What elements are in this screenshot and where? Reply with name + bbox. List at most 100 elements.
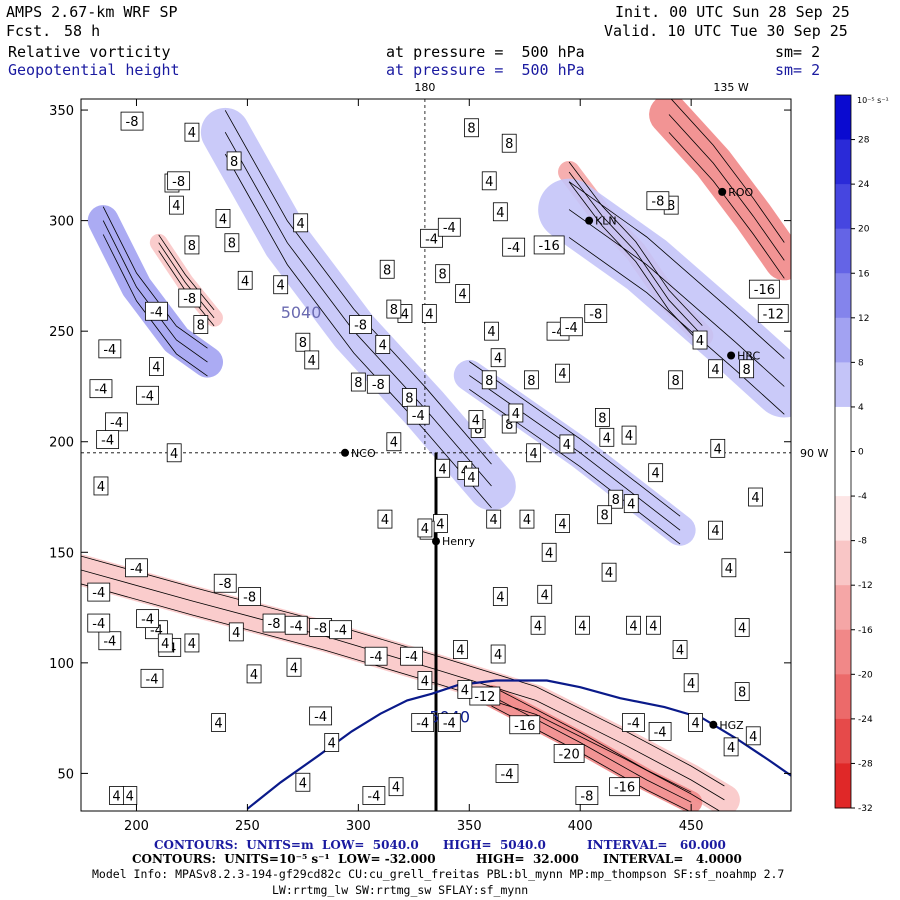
contour-label: -4 (98, 339, 122, 359)
contour-label-box (646, 191, 670, 211)
contour-label-text: 4 (188, 637, 196, 652)
contour-label-text: 4 (523, 513, 531, 528)
contour-label-box (120, 111, 144, 131)
contour-label: 4 (519, 509, 535, 529)
contour-label: -8 (309, 618, 333, 637)
contour-label-box (646, 615, 661, 635)
contour-label-text: 4 (425, 307, 433, 322)
contour-label: 8 (379, 259, 395, 279)
colorbar-segment (835, 362, 851, 408)
contour-label-text: 4 (439, 462, 447, 477)
contour-label: 4 (109, 786, 124, 805)
contour-label-box (734, 682, 750, 701)
contour-label-text: 4 (494, 648, 502, 663)
contour-label-text: 4 (558, 518, 566, 533)
contour-label-box (184, 122, 200, 142)
contour-label: 8 (668, 370, 684, 390)
contour-label-box (295, 332, 311, 352)
contour-label: -4 (136, 609, 159, 629)
colorbar-tick-label: 24 (858, 180, 870, 190)
contour-label: 4 (734, 618, 750, 637)
vorticity-isoline-5-0 (102, 234, 208, 377)
vorticity-contour-info: CONTOURS: UNITS=10⁻⁵ s⁻¹ LOW= -32.000 (132, 852, 436, 866)
contour-label-box (468, 410, 484, 430)
station-label: HRC (737, 349, 760, 362)
colorbar-tick-label: 8 (858, 358, 864, 368)
colorbar-tick-label: -20 (858, 670, 873, 680)
contour-label-box (672, 640, 688, 659)
contour-label-text: 8 (228, 237, 236, 252)
contour-label: 4 (575, 615, 590, 635)
contour-label: 4 (492, 202, 508, 222)
contour-label-box (739, 359, 755, 379)
contour-label: 4 (486, 509, 502, 529)
y-tick-label: 200 (49, 436, 74, 451)
contour-label-text: -8 (219, 577, 232, 592)
contour-label-text: -4 (92, 586, 105, 601)
contour-label: 4 (708, 520, 723, 540)
smoothing-label-1: sm= 2 (775, 43, 821, 61)
contour-label: 8 (464, 118, 479, 138)
contour-label-text: -4 (507, 241, 520, 256)
contour-label-box (215, 209, 231, 228)
vorticity-isoline-7-1 (568, 209, 785, 387)
y-tick-label: 100 (49, 657, 74, 672)
x-tick-label: 400 (568, 819, 593, 834)
contour-label-text: 4 (691, 717, 699, 732)
x-tick-label: 350 (457, 819, 482, 834)
contour-label: 4 (375, 335, 391, 354)
contour-label-box (748, 487, 763, 507)
vorticity-isoline-6-0 (224, 153, 492, 509)
right-reference-label: 90 W (800, 447, 828, 460)
contour-label-text: 4 (563, 438, 571, 453)
vorticity-isoline-7-2 (568, 181, 785, 359)
reference-lines (81, 99, 791, 811)
contour-label: 4 (721, 558, 737, 578)
contour-label-text: 4 (652, 467, 660, 482)
contour-label: 4 (541, 542, 557, 562)
contour-label-box (364, 646, 388, 666)
contour-label-box (417, 518, 433, 538)
contour-label-text: 4 (97, 480, 105, 495)
contour-label: 8 (481, 370, 497, 390)
contour-label-text: 4 (152, 361, 160, 376)
contour-label-text: 4 (725, 562, 733, 577)
contour-label-text: -4 (443, 717, 456, 732)
contour-label-text: 4 (421, 522, 429, 537)
contour-label-text: 4 (390, 436, 398, 451)
contour-label-box (350, 372, 366, 392)
contour-label-text: 4 (490, 513, 498, 528)
contour-label-box (481, 171, 497, 191)
vorticity-isoline-3-0 (668, 132, 785, 279)
contour-label-box (362, 786, 386, 805)
contour-label-box (495, 764, 519, 783)
contour-label-text: 4 (456, 644, 464, 659)
contour-label-text: 4 (558, 367, 566, 382)
contour-label: 4 (157, 633, 173, 653)
contour-label: -8 (575, 786, 599, 805)
contour-label: 4 (184, 633, 200, 653)
contour-label: 4 (555, 514, 570, 533)
contour-label: 4 (710, 438, 726, 458)
contour-label-text: -4 (405, 650, 418, 665)
contour-label-text: -20 (559, 748, 580, 763)
colorbar-segment (835, 273, 851, 319)
contour-label: 4 (723, 737, 739, 757)
vorticity-isoline-3-2 (670, 99, 785, 243)
contour-label: 8 (401, 388, 417, 407)
contour-label: -4 (502, 237, 526, 257)
contour-label-box (98, 339, 122, 359)
contour-label-text: 4 (711, 363, 719, 378)
contour-label-text: 8 (299, 336, 307, 351)
contour-label: 4 (490, 644, 506, 664)
colorbar-segment (835, 184, 851, 230)
contour-label: 4 (417, 671, 433, 690)
contour-label-box (125, 558, 148, 578)
contour-label: -8 (349, 315, 372, 334)
contour-label-box (388, 777, 404, 797)
contour-label-text: 4 (512, 407, 520, 422)
contour-label: 4 (621, 425, 637, 445)
contour-label-box (109, 786, 124, 805)
x-tick-label: 450 (679, 819, 704, 834)
y-tick-label: 250 (49, 325, 74, 340)
